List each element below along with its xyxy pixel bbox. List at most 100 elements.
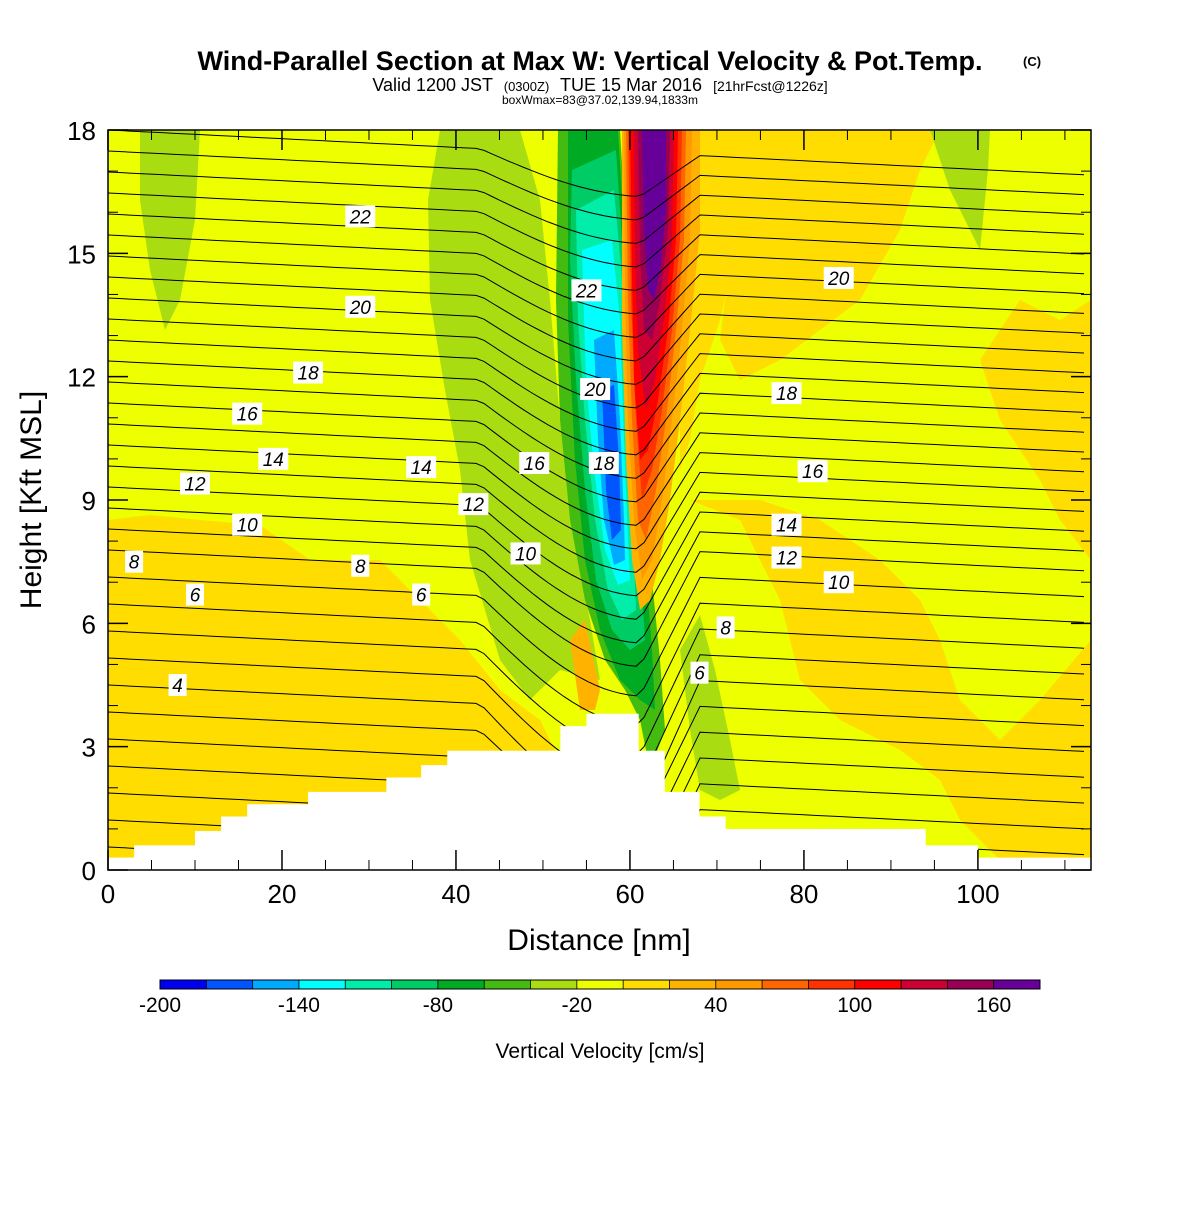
colorbar-tick-label: -20 [562,994,592,1017]
colorbar-tick-label: -80 [423,994,453,1017]
colorbar-swatch [206,980,254,989]
theta-contour-line [108,423,1085,526]
theta-contour-line [108,318,1085,409]
theta-contour-line [108,783,1085,870]
theta-label-box [716,616,735,639]
field-green-lee-small [680,615,740,800]
theta-label-box [351,554,370,577]
theta-label: 18 [776,384,798,405]
chart-subtitle: Valid 1200 JST (0300Z) TUE 15 Mar 2016 [… [372,75,827,95]
theta-contour-line [108,549,1085,667]
theta-label-box [823,267,854,289]
theta-label-box [771,546,802,569]
x-tick-label: 100 [956,879,999,909]
colorbar-swatch [437,980,485,989]
theta-label-box [797,460,828,483]
field-updraft-lv8 [642,130,666,300]
subtitle-valid: Valid 1200 JST [372,75,493,95]
colorbar-swatch [530,980,578,989]
theta-label-box [345,205,376,228]
theta-label-box [179,472,210,495]
theta-label-box [588,452,619,474]
theta-contour-line [108,150,1085,221]
theta-label-box [168,674,187,696]
x-tick-label: 80 [789,879,818,909]
field-green-left-column [140,130,200,330]
colorbar-swatch [993,980,1041,989]
theta-label-box [345,295,376,318]
theta-contour-line [108,486,1085,597]
y-tick-label: 6 [82,609,96,639]
theta-label: 20 [349,298,372,319]
theta-label: 12 [776,549,798,570]
theta-label: 6 [190,586,201,607]
colorbar-tick-label: 40 [704,994,727,1017]
theta-label: 12 [463,495,485,516]
theta-contour-line [108,130,1085,197]
subtitle-date: TUE 15 Mar 2016 [560,75,702,95]
theta-label: 10 [828,573,850,594]
chart-title-mark: (C) [1023,54,1041,69]
theta-label: 6 [416,586,427,607]
theta-label-box [125,550,144,573]
theta-contour-line [108,276,1085,362]
y-tick-label: 3 [82,733,96,763]
theta-label: 14 [263,450,284,471]
x-tick-label: 20 [268,879,297,909]
colorbar-swatch [669,980,717,989]
field-orange-right [690,500,1091,860]
colorbar-swatch [576,980,624,989]
colorbar-frame [159,979,1041,990]
colorbar-swatch [715,980,763,989]
colorbar-swatch [160,980,207,989]
theta-contour-line [108,234,1085,315]
theta-label: 14 [776,516,797,537]
theta-contour-line [108,360,1085,456]
x-tick-label: 40 [442,879,471,909]
colorbar-swatch [252,980,300,989]
y-axis-ticks: 0 3 6 9 12 15 18 [67,116,1091,886]
theta-label-box [771,513,802,536]
theta-contour-line [108,171,1085,244]
y-tick-label: 9 [82,486,96,516]
theta-contour-line [108,192,1085,268]
colorbar-swatch [947,980,995,989]
theta-label: 6 [694,664,705,685]
theta-label: 18 [593,454,615,475]
theta-contour-line [108,255,1085,338]
colorbar: -200 -140 -80 -20 40 100 160 [139,979,1041,1017]
field-green-right-column [930,130,990,250]
theta-label-box [406,456,437,479]
field-orange-windward [570,620,600,710]
theta-label: 16 [802,462,824,483]
theta-label-box [690,661,709,684]
theta-label: 8 [720,618,731,639]
colorbar-tick-label: -140 [278,994,320,1017]
theta-label-box [519,452,550,474]
theta-label-box [823,571,854,594]
theta-label-box [510,542,541,565]
theta-label: 22 [349,207,372,228]
colorbar-swatch [298,980,346,989]
theta-label: 10 [515,544,537,565]
theta-label-box [185,583,204,606]
theta-contour-line [108,402,1085,503]
x-axis-ticks: 0 20 40 60 80 100 [101,130,1066,909]
colorbar-swatch [345,980,393,989]
theta-label: 12 [184,475,206,496]
theta-label: 8 [355,557,366,578]
subtitle-utc: (0300Z) [504,79,550,94]
colorbar-swatch [623,980,670,989]
theta-label: 22 [575,281,598,302]
y-tick-label: 15 [67,239,96,269]
theta-contour-line [108,507,1085,620]
colorbar-tick-label: 100 [837,994,872,1017]
theta-label-box [232,402,263,425]
theta-contour-line [108,576,1085,697]
colorbar-tick-label: 160 [976,994,1011,1017]
theta-label-box [771,382,802,405]
theta-contour-line [108,465,1085,573]
theta-label: 8 [129,553,140,574]
theta-label-box [571,279,602,302]
